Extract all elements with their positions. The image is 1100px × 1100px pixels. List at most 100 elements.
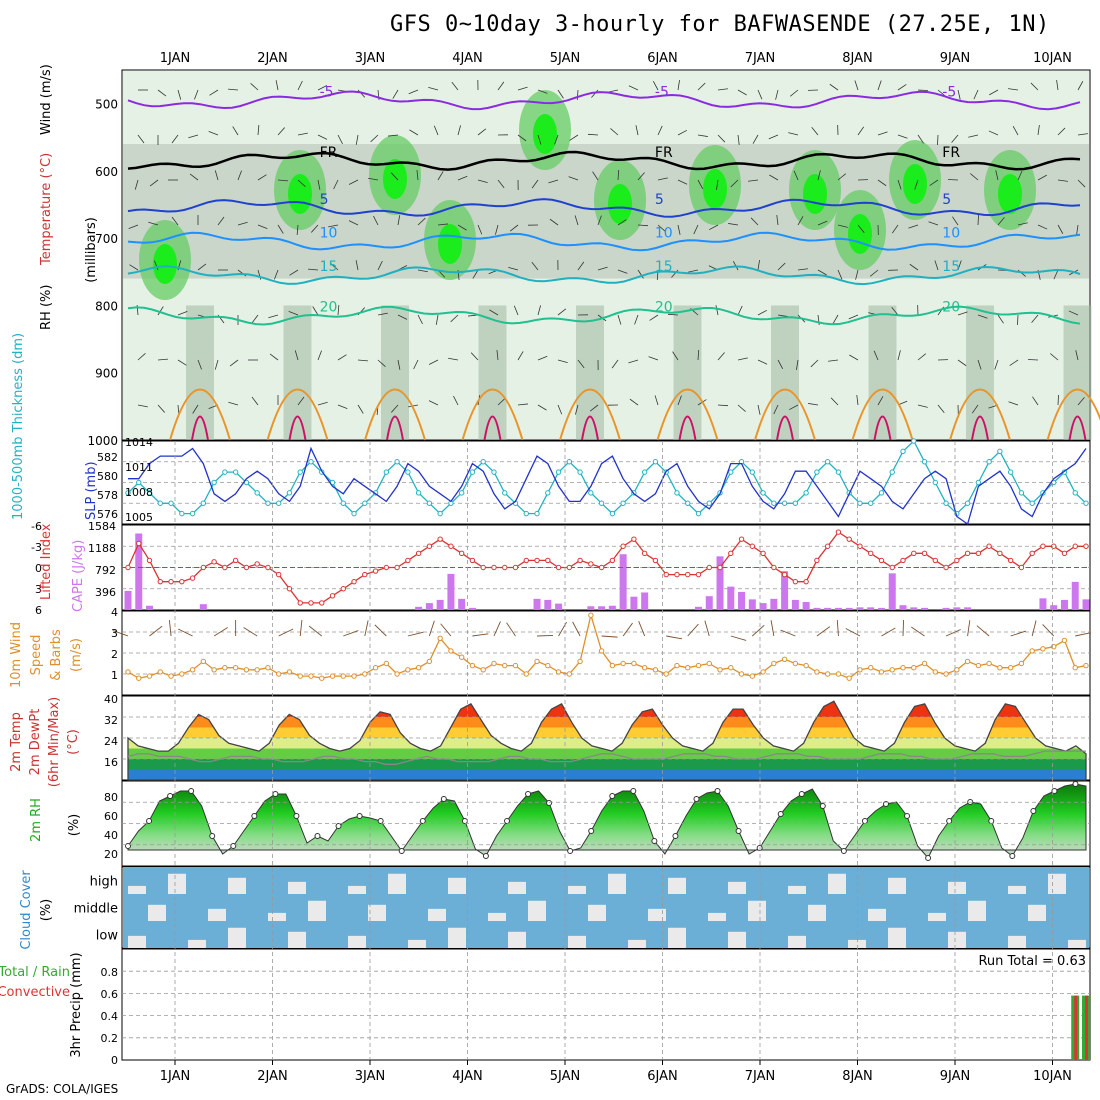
wind-barb (829, 83, 839, 91)
wind-speed-line-point (469, 662, 476, 669)
lifted-index-line-point (1018, 564, 1025, 571)
wind-barb (693, 224, 699, 235)
wind-barb (1075, 350, 1079, 361)
wind-speed-line-point (868, 665, 874, 671)
wind-barb (1077, 179, 1086, 188)
lifted-index-line-point (868, 550, 874, 557)
wind-barb (457, 224, 467, 231)
wind-barb (717, 134, 726, 143)
thickness-line-point (426, 500, 433, 506)
day-label-bottom: 10JAN (1033, 1069, 1072, 1084)
wind-barb-10m (472, 633, 489, 637)
cloud-gap (288, 881, 306, 894)
rh-shade-core-5 (803, 174, 827, 214)
wind-barb (250, 83, 259, 91)
wind-speed-line-point (943, 671, 949, 677)
lowlevel-isotherm-orange (169, 388, 231, 441)
wind-barb (970, 173, 979, 181)
wind-barb (677, 129, 688, 136)
wind-barb (417, 314, 423, 325)
wind-barb (677, 179, 688, 185)
wind-barb (355, 260, 359, 271)
wind-barb (557, 89, 564, 99)
wind-barb (297, 80, 303, 91)
lifted-index-line-point (1072, 543, 1078, 549)
wind-barb (397, 359, 401, 370)
wind-speed-line-point (1018, 660, 1025, 667)
wind-barb (228, 401, 239, 406)
rh-tick: 60 (104, 810, 118, 823)
rh-shade-core-0 (288, 174, 312, 214)
wind-speed-line-point (620, 660, 626, 667)
wind-barb (188, 134, 199, 139)
lifted-index-line-point (1007, 557, 1014, 564)
wind-speed-line-point (803, 662, 809, 669)
wind-barb (392, 89, 399, 99)
wind-barb (348, 179, 359, 185)
lifted-index-line-point (1083, 543, 1089, 549)
wind-barb-10m (493, 621, 501, 637)
cloud-gap (628, 939, 646, 948)
lifted-index-line-point (663, 571, 669, 578)
wind-barb (977, 214, 979, 226)
wind-speed-line-point (383, 660, 390, 667)
wind-barb (472, 269, 479, 279)
wind-barb (750, 217, 759, 226)
thickness-line-point (577, 469, 583, 475)
wind-barb (317, 85, 328, 91)
wind-barb (275, 80, 279, 91)
cape-bar (877, 607, 885, 610)
wind-barb (757, 309, 768, 316)
wind-barb (637, 269, 644, 279)
slp-left-tick: 578 (97, 489, 118, 502)
wind-speed-line-point (717, 667, 723, 673)
cloud-ylabel-unit: (%) (39, 899, 54, 922)
wind-speed-line-point (523, 671, 529, 677)
thickness-line-point (943, 500, 949, 506)
wind-barb (537, 355, 548, 361)
cloud-gap (148, 904, 166, 921)
day-label-top: 3JAN (355, 51, 386, 66)
wind-speed-line-point (975, 662, 982, 669)
rh-point (377, 818, 384, 824)
wind-barb (509, 224, 519, 232)
temp-tick: 40 (104, 693, 118, 706)
cape-bar (781, 571, 789, 610)
cloud-gap (788, 935, 806, 948)
cape-bar (910, 607, 918, 610)
wind-speed-line-point (738, 671, 745, 677)
cloud-gap (208, 908, 226, 921)
wind-barb (417, 217, 426, 226)
wind-barb (697, 179, 704, 190)
lifted-index-line-point (620, 543, 626, 549)
wind-barb-10m (881, 627, 896, 637)
wind-barb (934, 260, 939, 271)
wind-barb (589, 404, 599, 412)
wind-barb-10m (149, 625, 163, 637)
cape-bar (1050, 605, 1058, 610)
wind-barb (409, 129, 419, 136)
cloud-gap (388, 873, 406, 894)
wind-speed-line-point (771, 660, 777, 667)
wind-barb (554, 134, 559, 145)
wind-barb (637, 172, 645, 181)
cloud-gap (608, 873, 626, 894)
ua-ytick-label: 900 (95, 367, 118, 381)
wind-barb-10m (730, 635, 747, 641)
rh-point (314, 833, 321, 839)
thickness-line-point (351, 510, 357, 517)
isotherm--5 (127, 90, 1081, 111)
wind-barb (537, 404, 547, 411)
ua-ylabel-temp: Temperature (°C) (39, 153, 54, 266)
thickness-line-point (146, 490, 153, 496)
wind-barb (537, 305, 541, 316)
rh-point (125, 843, 131, 849)
lifted-index-line-point (415, 550, 422, 557)
lifted-index-line-point (824, 543, 831, 549)
lifted-index-line-point (641, 550, 648, 557)
thickness-line-point (545, 490, 551, 496)
lifted-index-line-point (254, 561, 260, 567)
day-label-bottom: 4JAN (452, 1069, 483, 1084)
temp-ylabel: (6hr Min/Max) (47, 697, 62, 787)
